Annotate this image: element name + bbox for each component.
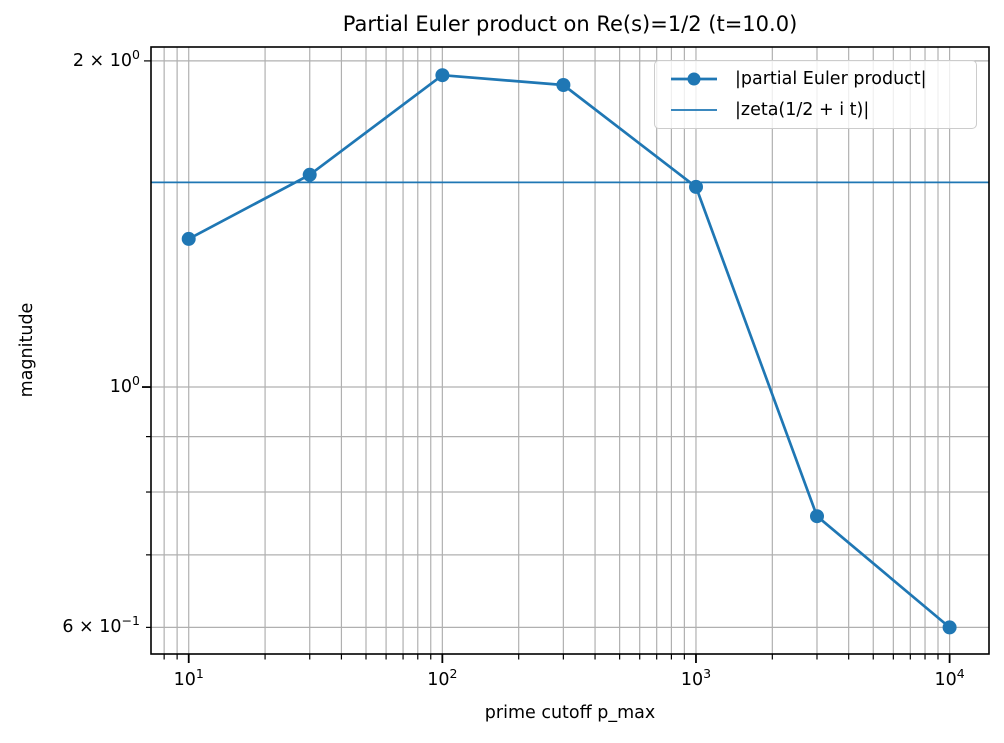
y-tick-label: 100 xyxy=(109,373,140,397)
data-point-marker xyxy=(181,231,196,246)
legend-item-partial-euler-product: |partial Euler product| xyxy=(665,65,966,93)
legend-label-zeta: |zeta(1/2 + i t)| xyxy=(735,100,870,120)
y-axis-label: magnitude xyxy=(17,302,37,398)
y-tick-label: 6 × 10−1 xyxy=(62,613,140,638)
legend-line-sample-icon xyxy=(671,109,717,111)
data-point-marker xyxy=(810,509,824,524)
data-point-marker xyxy=(435,68,450,83)
x-tick-label: 102 xyxy=(427,666,458,690)
data-point-marker xyxy=(556,78,571,92)
data-point-marker xyxy=(689,179,703,194)
legend-line-marker-sample-icon xyxy=(671,72,717,86)
legend-item-zeta: |zeta(1/2 + i t)| xyxy=(665,96,966,124)
axes-spines xyxy=(150,46,990,655)
x-tick-label: 101 xyxy=(173,666,204,690)
legend: |partial Euler product| |zeta(1/2 + i t)… xyxy=(654,60,977,129)
legend-label-partial-euler-product: |partial Euler product| xyxy=(735,69,927,89)
chart-title: Partial Euler product on Re(s)=1/2 (t=10… xyxy=(342,12,798,36)
x-tick-label: 104 xyxy=(934,666,965,690)
data-point-marker xyxy=(942,620,957,635)
data-point-marker xyxy=(302,167,317,182)
x-tick-label: 103 xyxy=(680,666,712,690)
y-tick-label: 2 × 100 xyxy=(72,47,140,71)
partial-euler-product-line xyxy=(187,73,951,629)
x-axis-label: prime cutoff p_max xyxy=(484,703,656,723)
